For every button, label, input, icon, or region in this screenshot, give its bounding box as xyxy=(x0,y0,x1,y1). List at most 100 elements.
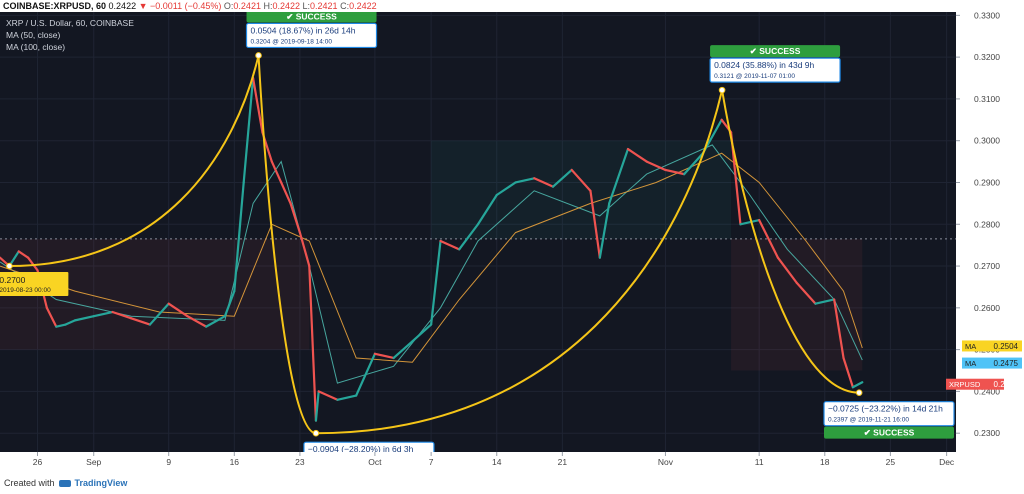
price-segment xyxy=(739,218,761,226)
price-segment xyxy=(589,189,601,259)
price-segment xyxy=(148,302,170,326)
x-tick-label: 26 xyxy=(33,457,43,467)
price-chart[interactable]: 0.2700 2019-08-23 00:00 0.0504 (18.67%) in… xyxy=(0,12,1024,472)
price-segment xyxy=(55,323,67,328)
time-axis-background xyxy=(0,452,1024,472)
y-tick-label: 0.2400 xyxy=(974,386,1000,396)
x-tick-label: 11 xyxy=(755,457,764,467)
price-segment xyxy=(64,319,77,326)
price-axis-background xyxy=(956,12,1024,472)
y-tick-label: 0.2800 xyxy=(974,219,1000,229)
price-segment xyxy=(598,202,611,259)
price-segment xyxy=(186,315,208,328)
legend-ma-100: MA (100, close) xyxy=(6,42,65,52)
x-tick-label: 18 xyxy=(820,457,830,467)
price-segment xyxy=(17,250,30,259)
price-segment xyxy=(842,356,855,389)
start-price-label-box xyxy=(0,272,69,297)
y-tick-label: 0.3000 xyxy=(974,136,1000,146)
move-callout-sub: 0.3121 @ 2019-11-07 01:00 xyxy=(714,73,795,80)
price-segment xyxy=(533,177,555,188)
price-segment xyxy=(298,231,311,268)
price-axis-badge-name: MA xyxy=(965,342,976,351)
legend-ma-50: MA (50, close) xyxy=(6,30,60,40)
price-segment xyxy=(314,390,320,422)
price-segment xyxy=(795,281,817,305)
x-tick-label: Dec xyxy=(939,457,955,467)
anchor-point xyxy=(855,389,863,396)
open-value: 0.2421 xyxy=(233,1,261,11)
price-segment xyxy=(336,394,358,401)
pattern-arc xyxy=(9,55,260,268)
price-segment xyxy=(411,323,433,343)
price-axis-badge-value: 0.2422 xyxy=(994,380,1019,389)
price-axis-badge-value: 0.2504 xyxy=(994,342,1019,351)
price-segment xyxy=(608,147,630,205)
x-tick-label: 7 xyxy=(429,457,434,467)
price-axis-badge-value: 0.2475 xyxy=(994,359,1019,368)
y-tick-label: 0.3200 xyxy=(974,52,1000,62)
start-price-label: 0.2700 xyxy=(0,275,26,285)
price-axis-badge xyxy=(962,357,1022,369)
price-change: ▼ −0.0011 (−0.45%) xyxy=(138,1,222,11)
anchor-point xyxy=(6,262,13,270)
price-segment xyxy=(373,352,395,360)
move-callout-box xyxy=(245,22,378,49)
y-tick-label: 0.2600 xyxy=(974,303,1000,313)
anchor-point xyxy=(255,52,262,59)
pattern-arc xyxy=(315,89,724,435)
footer: Created with TradingView xyxy=(0,472,1024,494)
price-segment xyxy=(242,76,255,184)
move-callout-text: 0.0824 (35.88%) in 43d 9h xyxy=(714,60,814,70)
price-segment xyxy=(851,381,864,389)
price-segment xyxy=(833,298,845,360)
x-tick-label: 21 xyxy=(558,457,568,467)
success-badge xyxy=(710,45,841,58)
low-label: L: xyxy=(302,1,311,11)
x-tick-label: Nov xyxy=(658,457,674,467)
chart-legend: XRP / U.S. Dollar, 60, COINBASE MA (50, … xyxy=(6,18,134,52)
x-tick-label: 23 xyxy=(295,457,305,467)
move-callout-box xyxy=(709,57,841,83)
price-segment xyxy=(439,239,461,251)
price-segment xyxy=(570,168,592,192)
price-segment xyxy=(27,256,39,272)
tradingview-brand[interactable]: TradingView xyxy=(74,478,128,488)
price-segment xyxy=(233,181,245,293)
y-tick-label: 0.2900 xyxy=(974,177,1000,187)
success-badge xyxy=(824,426,954,439)
y-tick-label: 0.3100 xyxy=(974,94,1000,104)
price-segment xyxy=(645,160,667,172)
anchor-point xyxy=(718,86,726,94)
price-segment xyxy=(514,177,536,184)
price-segment xyxy=(270,160,283,184)
x-tick-label: 25 xyxy=(886,457,896,467)
chart-grid xyxy=(0,12,956,452)
tradingview-logo-icon xyxy=(58,480,71,488)
move-callout-sub: 0.3204 @ 2019-09-18 14:00 xyxy=(251,38,333,45)
price-axis[interactable]: 0.23000.24000.25000.26000.27000.28000.29… xyxy=(946,12,1024,472)
price-segment xyxy=(317,390,339,401)
open-label: O: xyxy=(223,1,234,11)
last-price: 0.2422 xyxy=(108,1,137,11)
pattern-arc xyxy=(257,55,317,435)
time-axis[interactable]: 26 Sep 9 16 23 Oct 7 14 21 Nov 11 18 25 Dec xyxy=(0,452,1024,472)
up-zone-shade xyxy=(431,140,732,239)
price-segment xyxy=(251,76,264,134)
x-tick-label: Oct xyxy=(368,457,382,467)
y-tick-label: 0.3300 xyxy=(974,12,1000,20)
price-segment xyxy=(130,317,152,326)
close-label: C: xyxy=(340,1,350,11)
close-value: 0.2422 xyxy=(349,1,377,11)
price-segment xyxy=(814,298,836,305)
move-callout-text: −0.0904 (−28.20%) in 6d 3h xyxy=(308,444,414,454)
move-callout-sub: 0.2397 @ 2019-11-21 16:00 xyxy=(828,417,909,424)
price-series xyxy=(0,76,864,422)
price-segment xyxy=(683,152,705,176)
price-segment xyxy=(664,168,686,176)
ma-100-line xyxy=(0,152,863,363)
down-zone-shade xyxy=(731,238,863,371)
price-segment xyxy=(308,264,318,422)
price-segment xyxy=(392,340,414,360)
y-tick-label: 0.2300 xyxy=(974,428,1000,438)
